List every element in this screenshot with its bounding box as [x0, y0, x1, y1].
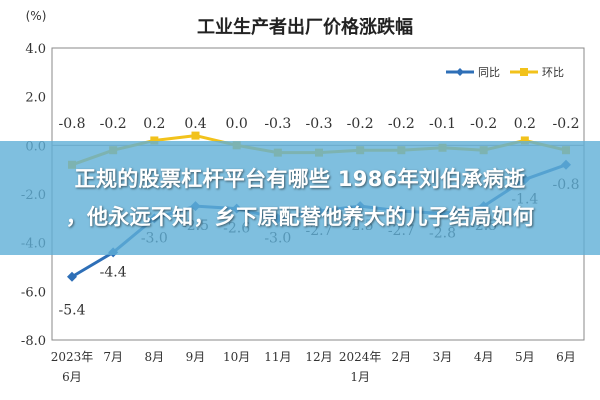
data-label-mom: -0.8: [59, 116, 86, 132]
y-tick-label: 4.0: [25, 42, 46, 57]
x-tick-label: 8月: [145, 350, 165, 364]
x-tick-label: 5月: [515, 350, 535, 364]
x-tick-label: 10月: [223, 350, 250, 364]
y-tick-label: 2.0: [25, 91, 46, 106]
x-tick-label: 12月: [305, 350, 332, 364]
overlay-banner: [0, 141, 600, 255]
x-tick-label: 4月: [474, 350, 494, 364]
x-tick-label: 11月: [264, 350, 291, 364]
chart-title: 工业生产者出厂价格涨跌幅: [197, 16, 413, 38]
data-label-mom: 0.2: [143, 116, 165, 132]
x-tick-label: 9月: [186, 350, 206, 364]
data-label-mom: -0.2: [470, 116, 497, 132]
x-tick-label: 3月: [433, 350, 453, 364]
overlay-text-line-1: 正规的股票杠杆平台有哪些 1986年刘伯承病逝: [74, 167, 526, 191]
data-label-mom: -0.2: [553, 116, 580, 132]
legend: 同比 环比: [446, 66, 564, 79]
data-label-mom: -0.2: [388, 116, 415, 132]
y-axis-unit-label: (%): [26, 9, 47, 23]
legend-label-0: 同比: [478, 66, 500, 79]
data-label-mom: 0.2: [514, 116, 536, 132]
data-label-mom: -0.2: [100, 116, 127, 132]
x-tick-label-line2: 6月: [62, 370, 82, 384]
legend-marker-mom: [520, 68, 528, 76]
data-label-yoy: -4.4: [100, 264, 127, 280]
data-label-mom: -0.3: [264, 116, 291, 132]
legend-label-1: 环比: [542, 66, 564, 79]
legend-marker-yoy: [456, 68, 464, 76]
data-label-mom: 0.0: [226, 116, 248, 132]
x-tick-label: 6月: [556, 350, 576, 364]
data-label-mom: -0.1: [429, 116, 456, 132]
x-tick-label: 2月: [392, 350, 412, 364]
overlay-text-line-2: ，他永远不知，乡下原配替他养大的儿子结局如何: [65, 205, 535, 229]
data-label-mom: -0.3: [306, 116, 333, 132]
data-point-mom: [520, 136, 529, 145]
data-label-yoy: -5.4: [59, 303, 86, 319]
y-tick-label: -8.0: [21, 334, 46, 349]
x-tick-label: 2023年: [51, 350, 94, 364]
data-point-yoy: [67, 271, 77, 282]
x-tick-label-line2: 1月: [350, 370, 370, 384]
data-point-mom: [191, 131, 200, 140]
data-label-mom: 0.4: [184, 116, 206, 132]
data-label-mom: -0.2: [347, 116, 374, 132]
x-tick-label: 7月: [103, 350, 123, 364]
x-tick-label: 2024年: [339, 350, 382, 364]
data-point-mom: [150, 136, 159, 145]
y-tick-label: -6.0: [21, 285, 46, 300]
